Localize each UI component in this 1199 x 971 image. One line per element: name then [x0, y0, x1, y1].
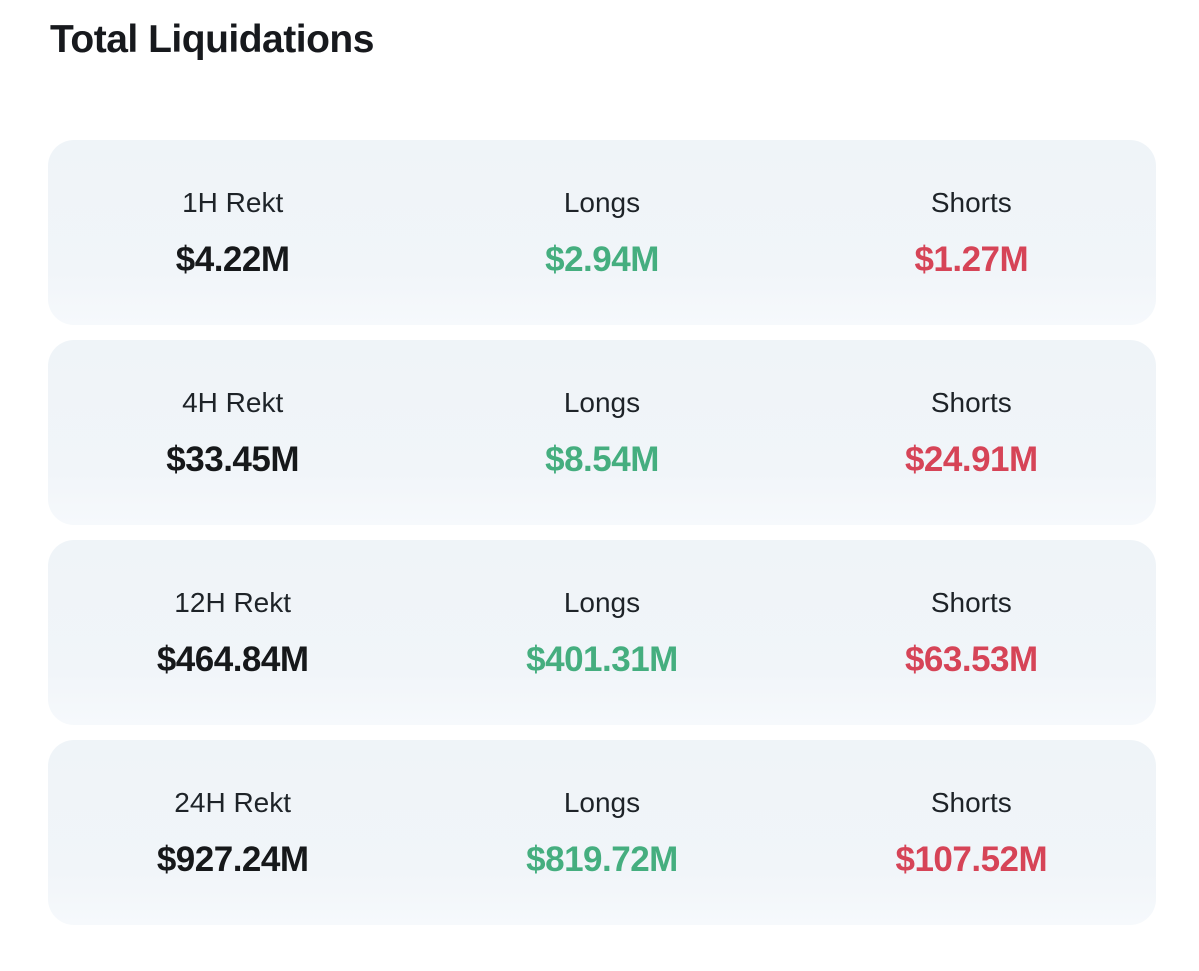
liquidation-card-1h: 1H Rekt $4.22M Longs $2.94M Shorts $1.27…	[48, 140, 1156, 325]
total-rekt-value: $4.22M	[175, 239, 290, 279]
shorts-label: Shorts	[930, 186, 1012, 218]
shorts-value: $107.52M	[895, 839, 1048, 879]
period-column: 24H Rekt $927.24M	[48, 786, 417, 879]
longs-label: Longs	[563, 386, 641, 418]
shorts-value: $63.53M	[904, 639, 1038, 679]
liquidation-card-24h: 24H Rekt $927.24M Longs $819.72M Shorts …	[48, 740, 1156, 925]
longs-column: Longs $2.94M	[417, 186, 786, 279]
page-title: Total Liquidations	[50, 18, 374, 61]
longs-value: $2.94M	[545, 239, 659, 279]
period-label: 1H Rekt	[182, 186, 284, 218]
period-label: 12H Rekt	[174, 586, 292, 618]
shorts-column: Shorts $63.53M	[787, 586, 1156, 679]
shorts-column: Shorts $107.52M	[787, 786, 1156, 879]
longs-column: Longs $401.31M	[417, 586, 786, 679]
liquidation-card-12h: 12H Rekt $464.84M Longs $401.31M Shorts …	[48, 540, 1156, 725]
shorts-label: Shorts	[930, 586, 1012, 618]
longs-value: $8.54M	[545, 439, 659, 479]
total-rekt-value: $927.24M	[156, 839, 309, 879]
period-column: 12H Rekt $464.84M	[48, 586, 417, 679]
longs-label: Longs	[563, 186, 641, 218]
period-column: 4H Rekt $33.45M	[48, 386, 417, 479]
liquidation-cards: 1H Rekt $4.22M Longs $2.94M Shorts $1.27…	[48, 140, 1156, 940]
shorts-value: $1.27M	[914, 239, 1029, 279]
shorts-value: $24.91M	[904, 439, 1038, 479]
longs-column: Longs $819.72M	[417, 786, 786, 879]
shorts-column: Shorts $1.27M	[787, 186, 1156, 279]
period-column: 1H Rekt $4.22M	[48, 186, 417, 279]
longs-label: Longs	[563, 786, 641, 818]
longs-value: $401.31M	[526, 639, 678, 679]
shorts-label: Shorts	[930, 786, 1012, 818]
longs-value: $819.72M	[526, 839, 678, 879]
longs-column: Longs $8.54M	[417, 386, 786, 479]
period-label: 4H Rekt	[182, 386, 284, 418]
period-label: 24H Rekt	[174, 786, 292, 818]
shorts-column: Shorts $24.91M	[787, 386, 1156, 479]
longs-label: Longs	[563, 586, 641, 618]
total-rekt-value: $464.84M	[156, 639, 309, 679]
liquidation-card-4h: 4H Rekt $33.45M Longs $8.54M Shorts $24.…	[48, 340, 1156, 525]
total-rekt-value: $33.45M	[166, 439, 300, 479]
shorts-label: Shorts	[930, 386, 1012, 418]
